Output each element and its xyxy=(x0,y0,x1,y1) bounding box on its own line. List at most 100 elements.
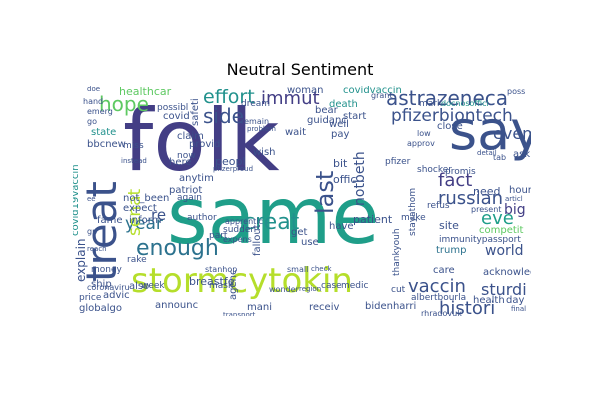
word-poss: poss xyxy=(507,87,526,96)
word-case: case xyxy=(321,281,342,291)
word-effort: effort xyxy=(203,86,255,108)
word-hope: hope xyxy=(99,92,149,116)
word-same: same xyxy=(167,172,380,262)
word-get: get xyxy=(291,227,308,238)
word-cut: cut xyxy=(391,285,406,295)
word-pay: pay xyxy=(331,129,350,140)
word-medic: medic xyxy=(341,281,369,291)
word-final: final xyxy=(511,305,527,313)
word-claim: claim xyxy=(177,131,204,142)
word-grant: grant xyxy=(371,91,393,100)
word-re: re xyxy=(151,206,167,224)
word-small: small xyxy=(287,265,309,274)
word-price: price xyxy=(79,293,102,303)
word-russian: russian xyxy=(438,188,504,209)
word-patient: patient xyxy=(353,213,393,226)
word-explain: explain xyxy=(74,238,88,282)
word-wonder: wonder xyxy=(269,285,299,294)
word-articl: articl xyxy=(505,195,523,203)
word-agenc: agenc xyxy=(228,269,239,300)
word-advic: advic xyxy=(103,290,130,301)
word-make: make xyxy=(401,213,426,223)
word-stayathom: stayathom xyxy=(408,187,418,236)
word-hand: hand xyxy=(83,97,104,106)
word-year: year xyxy=(125,214,163,234)
word-possibl: possibl xyxy=(157,103,189,113)
word-covidvaccin: covidvaccin xyxy=(343,86,402,96)
word-present: present xyxy=(471,205,502,214)
word-pfizerproud: pfizerproud xyxy=(213,165,254,173)
word-health: health xyxy=(473,295,505,306)
word-ship: ship xyxy=(91,279,112,290)
word-again: again xyxy=(177,193,202,203)
word-docnosoffici: docnosoffici xyxy=(441,99,489,108)
word-vaccin: vaccin xyxy=(408,276,466,297)
word-mask: mask xyxy=(209,281,234,291)
word-problem: problem xyxy=(247,125,276,133)
word-transport: transport xyxy=(223,311,256,317)
word-have: have xyxy=(329,221,354,232)
word-immut: immut xyxy=(261,88,320,109)
word-death: death xyxy=(329,99,358,110)
word-miss: miss xyxy=(123,141,144,151)
word-anytim: anytim xyxy=(179,173,214,184)
word-tab: tab xyxy=(493,153,507,162)
word-now: now xyxy=(177,151,196,161)
word-stormcytokin: stormcytokin xyxy=(131,261,353,301)
word-here: here xyxy=(169,157,192,168)
word-state: state xyxy=(91,127,117,138)
word-care: care xyxy=(433,265,455,276)
word-day: day xyxy=(506,295,525,306)
word-reach: reach xyxy=(87,245,107,253)
word-coronaviru: coronaviru xyxy=(87,283,130,292)
word-covid: covid xyxy=(163,111,190,122)
word-ee: ee xyxy=(87,195,96,203)
word-doe: doe xyxy=(87,86,101,93)
word-fame: fame xyxy=(97,215,123,226)
word-expens: expens xyxy=(223,235,252,244)
word-sturdi: sturdi xyxy=(481,280,527,299)
word-approv: approv xyxy=(407,139,435,148)
word-gp: gp xyxy=(87,227,98,236)
word-immunitypassport: immunitypassport xyxy=(439,235,521,245)
word-side: side xyxy=(203,104,244,128)
word-ask: ask xyxy=(513,149,531,160)
word-refus: refus xyxy=(427,201,450,211)
word-bit: bit xyxy=(333,157,348,170)
word-astrazeneca: astrazeneca xyxy=(386,86,509,110)
word-author: author xyxy=(187,213,217,223)
word-receiv: receiv xyxy=(309,302,340,313)
word-week: week xyxy=(141,281,165,291)
word-histori: histori xyxy=(439,298,496,317)
word-use: use xyxy=(301,237,319,248)
word-start: start xyxy=(343,111,367,122)
word-promis: promis xyxy=(445,167,476,177)
word-safeti: safeti xyxy=(190,98,201,126)
word-patriot: patriot xyxy=(169,185,203,196)
word-apprentic: apprentic xyxy=(225,217,263,226)
word-emerg: emerg xyxy=(87,107,113,116)
word-remain: remain xyxy=(241,117,270,126)
word-competit: competit xyxy=(479,225,524,236)
word-globalgo: globalgo xyxy=(79,303,122,314)
word-fact: fact xyxy=(438,170,473,191)
word-eve: eve xyxy=(481,208,514,229)
word-pfizerbiontech: pfizerbiontech xyxy=(391,106,513,126)
word-well: well xyxy=(329,119,349,130)
word-sudden: sudden xyxy=(223,225,257,235)
word-big: big xyxy=(504,202,526,218)
word-rake: rake xyxy=(127,255,147,265)
word-wait: wait xyxy=(285,127,307,138)
word-say: say xyxy=(449,99,531,162)
word-instead: instead xyxy=(121,157,147,165)
word-cloud: same folk say treat stormcytokin hope en… xyxy=(73,86,531,316)
word-also: also xyxy=(129,281,150,292)
word-go: go xyxy=(87,117,97,126)
word-expect: expect xyxy=(123,203,157,214)
word-rhragovuk: rhragovuk xyxy=(421,309,462,317)
word-mani: mani xyxy=(247,302,272,313)
word-bbcnew: bbcnew xyxy=(87,139,126,150)
word-acknowledg: acknowledg xyxy=(483,267,531,278)
word-healthcar: healthcar xyxy=(119,86,172,98)
word-low: low xyxy=(417,129,431,138)
